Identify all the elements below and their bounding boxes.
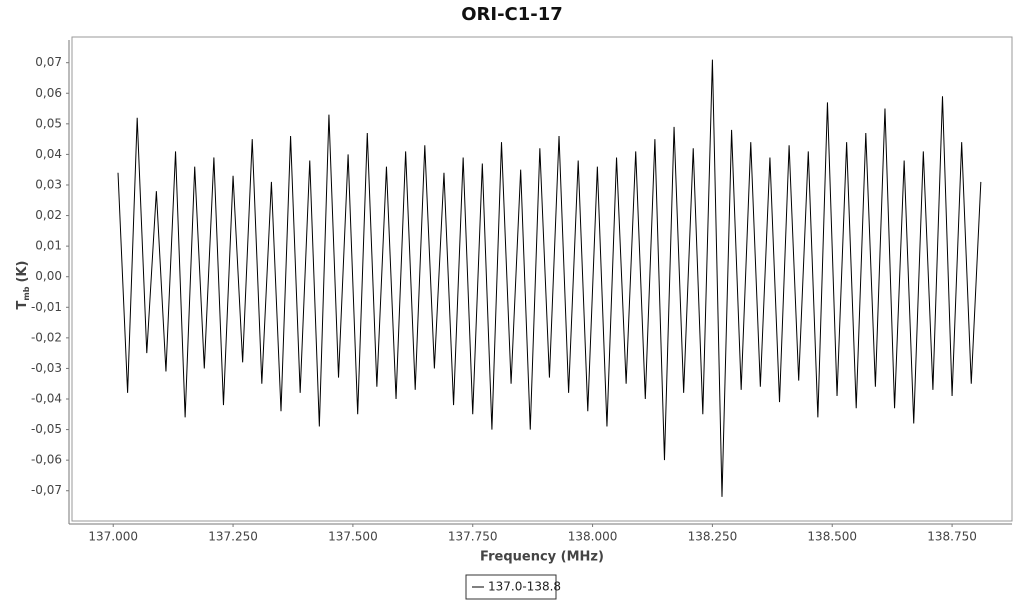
x-tick-label: 137.750	[448, 530, 498, 544]
y-tick-label: -0,06	[31, 453, 62, 467]
x-tick-label: 138.500	[807, 530, 857, 544]
y-tick-label: -0,03	[31, 361, 62, 375]
legend-label: 137.0-138.8	[488, 580, 561, 594]
x-tick-label: 137.250	[208, 530, 258, 544]
y-label-unit: (K)	[15, 261, 30, 283]
x-tick-label: 138.000	[568, 530, 618, 544]
y-tick-label: -0,02	[31, 330, 62, 344]
y-tick-label: -0,05	[31, 422, 62, 436]
series-line	[117, 59, 982, 497]
y-tick-label: 0,02	[35, 208, 62, 222]
plot-frame	[71, 36, 1013, 522]
y-tick-label: 0,05	[35, 116, 62, 130]
chart-title: ORI-C1-17	[461, 4, 563, 25]
x-tick-label: 137.500	[328, 530, 378, 544]
y-tick-label: 0,06	[35, 86, 62, 100]
x-tick-label: 138.750	[927, 530, 977, 544]
x-axis-title: Frequency (MHz)	[480, 550, 604, 565]
y-tick-label: 0,07	[35, 55, 62, 69]
y-label-main: T	[15, 300, 30, 309]
y-tick-label: 0,04	[35, 147, 62, 161]
y-tick-label: -0,07	[31, 483, 62, 497]
x-tick-label: 137.000	[88, 530, 138, 544]
y-tick-label: 0,01	[35, 239, 62, 253]
y-axis-title: Tmb (K)	[15, 261, 31, 310]
y-tick-label: -0,01	[31, 300, 62, 314]
x-tick-label: 138.250	[688, 530, 738, 544]
y-label-sub: mb	[22, 286, 31, 300]
y-tick-label: 0,03	[35, 177, 62, 191]
y-tick-label: -0,04	[31, 392, 62, 406]
y-tick-label: 0,00	[35, 269, 62, 283]
